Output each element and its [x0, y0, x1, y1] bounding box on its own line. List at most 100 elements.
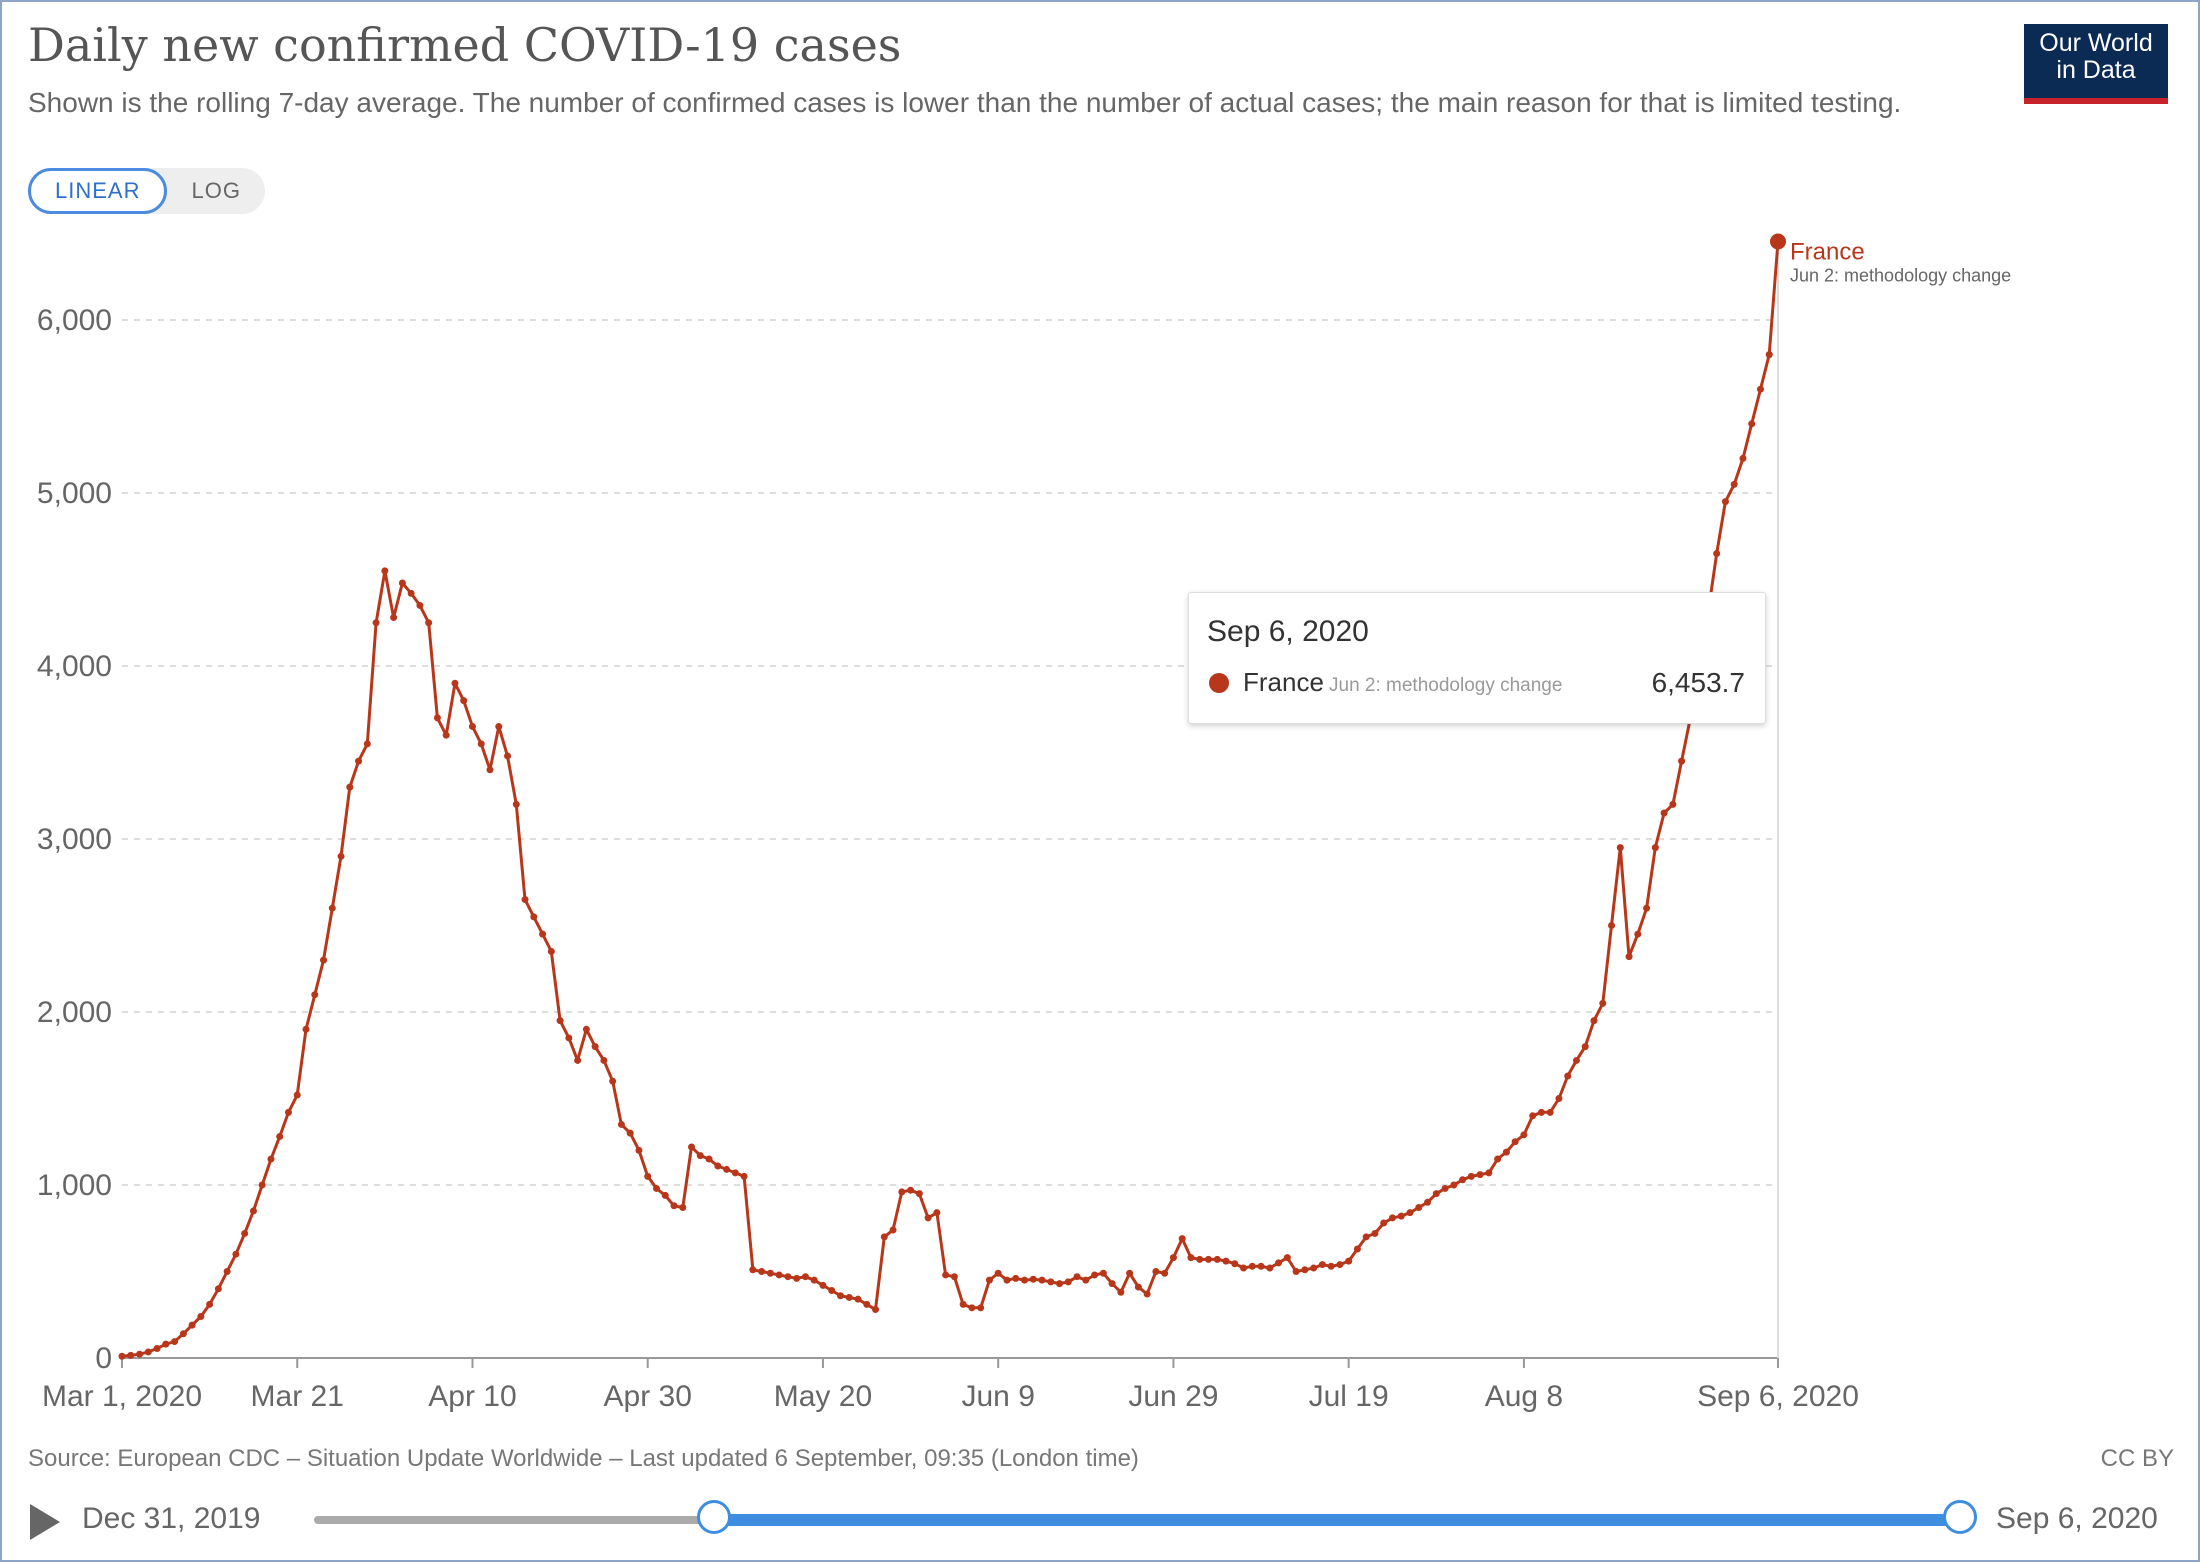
- x-tick-label: Mar 21: [251, 1380, 344, 1413]
- data-point: [907, 1186, 915, 1194]
- data-point: [460, 697, 468, 705]
- data-point: [249, 1207, 257, 1215]
- timeline-end-handle[interactable]: [1943, 1500, 1977, 1534]
- data-point: [1529, 1112, 1537, 1120]
- data-point: [688, 1143, 696, 1151]
- data-point: [267, 1155, 275, 1163]
- data-point: [1476, 1171, 1484, 1179]
- logo-line-1: Our World: [2039, 29, 2153, 57]
- data-point: [127, 1351, 135, 1359]
- data-point: [1204, 1255, 1212, 1263]
- data-point: [1283, 1254, 1291, 1262]
- log-scale-button[interactable]: LOG: [167, 168, 264, 214]
- data-point: [363, 740, 371, 748]
- x-tick-label: Sep 6, 2020: [1697, 1380, 1859, 1413]
- data-point: [775, 1271, 783, 1279]
- play-icon[interactable]: [30, 1504, 60, 1540]
- data-point: [144, 1348, 152, 1356]
- data-point: [1502, 1148, 1510, 1156]
- data-point: [1310, 1264, 1318, 1272]
- logo-line-2: in Data: [2056, 56, 2136, 84]
- data-point: [1485, 1169, 1493, 1177]
- data-point: [1450, 1181, 1458, 1189]
- data-point: [1608, 922, 1616, 929]
- tooltip-note: Jun 2: methodology change: [1329, 675, 1563, 696]
- y-tick-label: 3,000: [37, 823, 112, 856]
- data-point: [652, 1184, 660, 1192]
- data-point: [381, 567, 389, 575]
- data-point: [740, 1172, 748, 1180]
- data-point: [994, 1269, 1002, 1277]
- data-point: [1555, 1095, 1563, 1102]
- data-point: [617, 1120, 625, 1128]
- y-tick-label: 6,000: [37, 304, 112, 337]
- data-point: [582, 1025, 590, 1033]
- data-point: [1520, 1131, 1528, 1139]
- data-point: [626, 1129, 634, 1137]
- source-note[interactable]: Source: European CDC – Situation Update …: [28, 1445, 1139, 1472]
- data-point: [276, 1133, 284, 1141]
- data-point: [1222, 1257, 1230, 1265]
- data-point: [915, 1190, 923, 1198]
- data-point: [547, 947, 555, 955]
- data-point: [1117, 1288, 1125, 1296]
- data-point: [1511, 1138, 1519, 1146]
- data-point: [1564, 1072, 1572, 1080]
- owid-logo[interactable]: Our World in Data: [2024, 24, 2168, 104]
- data-point: [284, 1108, 292, 1116]
- line-chart[interactable]: 0 1,000 2,000 3,000 4,000 5,000 6,000 Mar 1, 20…: [0, 0, 2200, 1440]
- data-point: [1616, 844, 1624, 852]
- data-point: [1275, 1259, 1283, 1267]
- linear-scale-button[interactable]: LINEAR: [28, 168, 168, 214]
- data-point: [355, 757, 363, 765]
- data-point: [959, 1300, 967, 1308]
- data-point: [1143, 1290, 1151, 1298]
- x-tick-label: Aug 8: [1485, 1380, 1563, 1413]
- data-point: [942, 1271, 950, 1279]
- data-point: [1756, 385, 1764, 393]
- data-point: [845, 1293, 853, 1301]
- data-point: [1634, 930, 1642, 938]
- data-point: [1327, 1262, 1335, 1270]
- tooltip-date: Sep 6, 2020: [1207, 615, 1369, 648]
- data-point: [1432, 1190, 1440, 1198]
- y-tick-label: 1,000: [37, 1169, 112, 1202]
- data-point: [1660, 809, 1668, 817]
- data-point: [1345, 1257, 1353, 1265]
- data-point: [425, 619, 433, 627]
- data-point: [223, 1268, 231, 1275]
- data-point: [1651, 844, 1659, 852]
- scale-toggle: LINEAR LOG: [28, 168, 265, 214]
- data-point: [810, 1276, 818, 1284]
- data-point: [1748, 420, 1756, 428]
- data-point: [977, 1304, 985, 1312]
- x-tick-label: Jun 29: [1128, 1380, 1218, 1413]
- timeline-start-handle[interactable]: [697, 1500, 731, 1534]
- data-point: [416, 601, 424, 609]
- series-label-france: France: [1790, 239, 1865, 266]
- data-point: [1397, 1212, 1405, 1220]
- data-point: [1161, 1269, 1169, 1277]
- data-point: [828, 1287, 836, 1295]
- tooltip-value: 6,453.7: [1651, 667, 1745, 698]
- x-tick-label: Apr 30: [604, 1380, 692, 1413]
- data-point: [924, 1214, 932, 1222]
- data-point: [1038, 1276, 1046, 1284]
- data-point: [1669, 800, 1677, 808]
- data-point: [1380, 1219, 1388, 1227]
- data-point: [670, 1202, 678, 1210]
- data-point: [1643, 904, 1651, 912]
- data-point: [512, 800, 520, 808]
- data-point: [705, 1155, 713, 1163]
- data-point: [1248, 1262, 1256, 1270]
- y-tick-label: 5,000: [37, 477, 112, 510]
- x-tick-label: May 20: [774, 1380, 872, 1413]
- data-point: [1126, 1269, 1134, 1277]
- data-point: [442, 731, 450, 739]
- data-point: [872, 1306, 880, 1314]
- license-link[interactable]: CC BY: [2100, 1445, 2174, 1472]
- data-point: [1029, 1275, 1037, 1283]
- data-point: [574, 1056, 582, 1064]
- data-point: [679, 1203, 687, 1211]
- data-point: [468, 723, 476, 731]
